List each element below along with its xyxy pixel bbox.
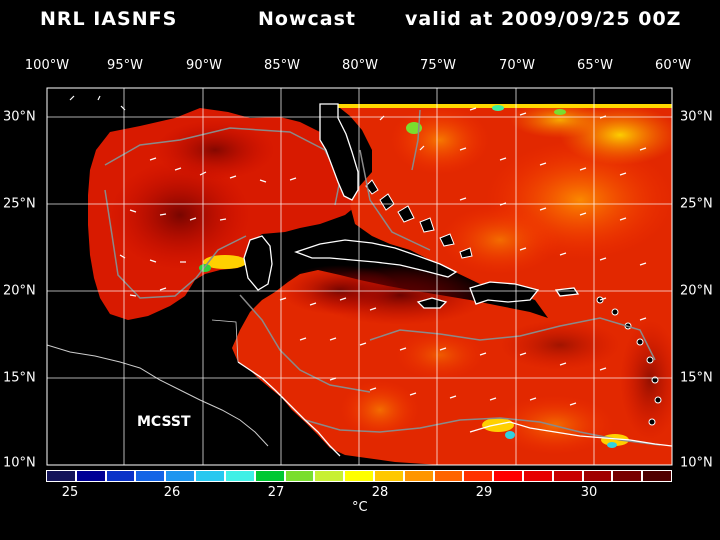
lat-label-left: 30°N xyxy=(3,109,36,125)
sa-coast xyxy=(469,421,672,447)
lon-label: 95°W xyxy=(107,58,143,73)
colorbar-swatch xyxy=(433,470,464,482)
lon-label: 100°W xyxy=(24,58,70,73)
cuba xyxy=(294,239,458,278)
map-frame xyxy=(46,87,673,466)
jamaica xyxy=(416,297,448,309)
colorbar xyxy=(46,470,673,482)
colorbar-swatch xyxy=(642,470,673,482)
colorbar-swatch xyxy=(344,470,374,482)
product-title: Nowcast xyxy=(258,8,356,30)
colorbar-swatch xyxy=(582,470,613,482)
model-title: NRL IASNFS xyxy=(40,8,178,30)
lon-label: 65°W xyxy=(577,58,613,73)
colorbar-swatch xyxy=(493,470,523,482)
colorbar-swatch xyxy=(612,470,643,482)
colorbar-swatch xyxy=(165,470,196,482)
lon-label: 85°W xyxy=(264,58,300,73)
colorbar-swatch xyxy=(523,470,553,482)
florida xyxy=(319,103,359,201)
lon-label: 70°W xyxy=(499,58,535,73)
colorbar-swatch xyxy=(105,470,136,482)
colorbar-swatch xyxy=(284,470,315,482)
lon-label: 75°W xyxy=(420,58,456,73)
hispaniola xyxy=(469,281,540,305)
lat-label-left: 25°N xyxy=(3,196,36,212)
colorbar-swatch xyxy=(195,470,225,482)
colorbar-swatch xyxy=(75,470,106,482)
central-america-coast xyxy=(237,361,341,457)
source-label: MCSST xyxy=(137,414,191,430)
lat-label-left: 20°N xyxy=(3,283,36,299)
valid-time: valid at 2009/09/25 00Z xyxy=(405,8,682,30)
lon-label: 60°W xyxy=(655,58,691,73)
colorbar-tick: 25 xyxy=(61,485,79,500)
lat-label-right: 25°N xyxy=(680,196,713,212)
yucatan xyxy=(243,235,273,291)
bahamas xyxy=(365,179,473,259)
lat-label-left: 10°N xyxy=(3,455,36,471)
lon-label: 80°W xyxy=(342,58,378,73)
lat-label-right: 10°N xyxy=(680,455,713,471)
colorbar-swatch xyxy=(254,470,285,482)
colorbar-tick: 28 xyxy=(371,485,389,500)
colorbar-swatch xyxy=(314,470,345,482)
colorbar-swatch xyxy=(463,470,494,482)
colorbar-swatch xyxy=(46,470,76,482)
lat-label-left: 15°N xyxy=(3,370,36,386)
colorbar-swatch xyxy=(552,470,583,482)
lat-label-right: 20°N xyxy=(680,283,713,299)
colorbar-swatch xyxy=(224,470,255,482)
colorbar-swatch xyxy=(135,470,166,482)
puerto-rico xyxy=(554,287,580,297)
colorbar-unit: °C xyxy=(352,500,368,515)
lat-label-right: 15°N xyxy=(680,370,713,386)
lat-label-right: 30°N xyxy=(680,109,713,125)
lon-label: 90°W xyxy=(186,58,222,73)
colorbar-swatch xyxy=(373,470,404,482)
colorbar-tick: 27 xyxy=(267,485,285,500)
colorbar-tick: 29 xyxy=(475,485,493,500)
colorbar-tick: 30 xyxy=(580,485,598,500)
colorbar-swatch xyxy=(403,470,434,482)
colorbar-tick: 26 xyxy=(163,485,181,500)
